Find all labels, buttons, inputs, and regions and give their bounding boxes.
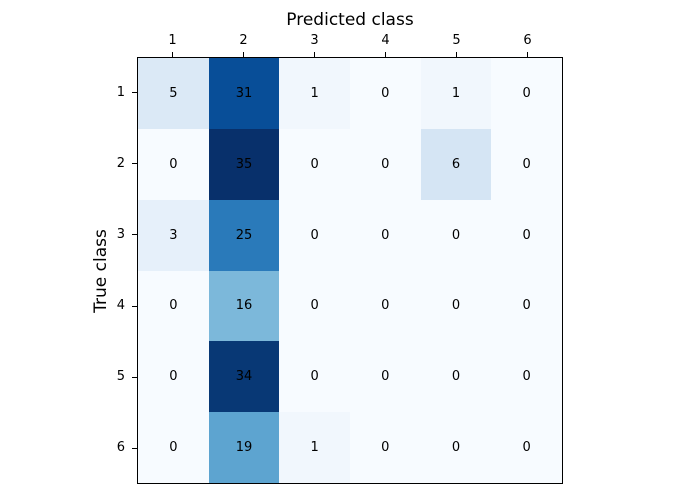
- heatmap-grid: 5 31 1 0 1 0 0 35 0 0 6 0 3 25 0 0 0 0 0 16 0 0 0 0 0 34 0 0 0 0 0 19 1 0…: [137, 57, 563, 484]
- matrix-cell-r5-c4: 0: [349, 341, 421, 413]
- y-tick-label-2: 2: [116, 155, 125, 171]
- y-tick-mark: [132, 447, 137, 449]
- y-tick-label-6: 6: [116, 440, 125, 456]
- x-tick-mark: [243, 52, 244, 57]
- x-tick-label-6: 6: [523, 33, 532, 48]
- matrix-cell-r3-c4: 0: [349, 199, 421, 271]
- x-tick-mark: [456, 52, 457, 57]
- y-tick-mark: [132, 92, 137, 94]
- matrix-cell-r1-c2: 31: [208, 58, 280, 129]
- matrix-cell-r1-c1: 5: [138, 58, 209, 129]
- matrix-cell-r4-c1: 0: [138, 270, 209, 342]
- x-tick-mark: [527, 52, 528, 57]
- matrix-cell-r5-c5: 0: [420, 341, 492, 413]
- x-tick-label-5: 5: [452, 33, 461, 48]
- matrix-cell-r6-c2: 19: [208, 412, 280, 483]
- matrix-cell-r1-c6: 0: [491, 58, 562, 129]
- matrix-cell-r3-c6: 0: [491, 199, 562, 271]
- matrix-cell-r1-c5: 1: [420, 58, 492, 129]
- matrix-cell-r6-c6: 0: [491, 412, 562, 483]
- matrix-cell-r2-c6: 0: [491, 128, 562, 200]
- x-tick-mark: [314, 52, 315, 57]
- matrix-cell-r4-c6: 0: [491, 270, 562, 342]
- matrix-cell-r4-c3: 0: [279, 270, 350, 342]
- matrix-cell-r6-c3: 1: [279, 412, 350, 483]
- matrix-cell-r3-c2: 25: [208, 199, 280, 271]
- matrix-cell-r2-c4: 0: [349, 128, 421, 200]
- matrix-cell-r2-c1: 0: [138, 128, 209, 200]
- matrix-cell-r4-c5: 0: [420, 270, 492, 342]
- matrix-cell-r2-c5: 6: [420, 128, 492, 200]
- matrix-cell-r6-c5: 0: [420, 412, 492, 483]
- matrix-cell-r3-c5: 0: [420, 199, 492, 271]
- x-tick-mark: [385, 52, 386, 57]
- x-axis-title: Predicted class: [286, 10, 414, 30]
- y-tick-label-4: 4: [116, 298, 125, 314]
- y-tick-label-1: 1: [116, 84, 125, 100]
- y-tick-mark: [132, 163, 137, 165]
- matrix-cell-r2-c2: 35: [208, 128, 280, 200]
- matrix-cell-r5-c1: 0: [138, 341, 209, 413]
- y-tick-mark: [132, 305, 137, 307]
- matrix-cell-r5-c3: 0: [279, 341, 350, 413]
- matrix-cell-r5-c2: 34: [208, 341, 280, 413]
- matrix-cell-r5-c6: 0: [491, 341, 562, 413]
- matrix-cell-r4-c4: 0: [349, 270, 421, 342]
- matrix-cell-r3-c1: 3: [138, 199, 209, 271]
- matrix-cell-r6-c4: 0: [349, 412, 421, 483]
- x-tick-label-1: 1: [168, 33, 177, 48]
- x-tick-mark: [172, 52, 173, 57]
- matrix-cell-r1-c3: 1: [279, 58, 350, 129]
- y-tick-label-3: 3: [116, 226, 125, 242]
- matrix-cell-r2-c3: 0: [279, 128, 350, 200]
- matrix-cell-r6-c1: 0: [138, 412, 209, 483]
- matrix-cell-r1-c4: 0: [349, 58, 421, 129]
- matrix-cell-r4-c2: 16: [208, 270, 280, 342]
- x-tick-label-2: 2: [239, 33, 248, 48]
- x-tick-label-3: 3: [310, 33, 319, 48]
- y-tick-mark: [132, 376, 137, 378]
- y-tick-label-5: 5: [116, 369, 125, 385]
- x-tick-label-4: 4: [381, 33, 390, 48]
- y-tick-mark: [132, 234, 137, 236]
- matrix-cell-r3-c3: 0: [279, 199, 350, 271]
